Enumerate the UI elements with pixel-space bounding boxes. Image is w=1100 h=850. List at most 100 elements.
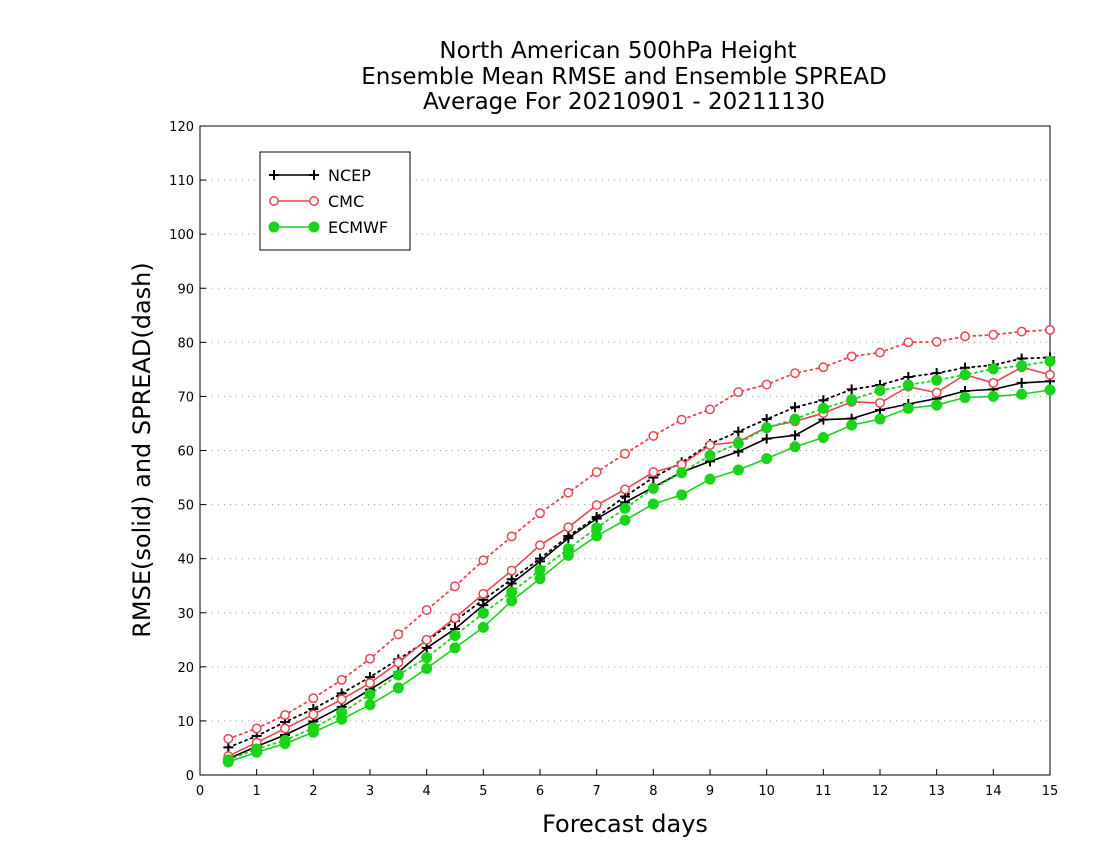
ecmwf-rmse-point [591,530,603,542]
cmc-spread-point [280,710,290,720]
ecmwf-rmse-point [931,399,943,411]
ecmwf-rmse-point [676,489,688,501]
x-tick-label: 7 [593,784,601,799]
cmc-rmse-point [421,634,432,645]
ncep-rmse-point [563,533,574,544]
cmc-rmse-point [875,397,885,408]
ecmwf-spread-point [1044,355,1056,367]
cmc-rmse-point [988,377,999,388]
cmc-spread-point [846,351,857,362]
cmc-rmse-point [705,440,715,451]
legend: NCEP CMC ECMWF [259,151,411,251]
ecmwf-rmse-point [732,464,744,476]
x-tick-label: 2 [309,784,317,799]
ecmwf-rmse-point [1044,384,1056,396]
series-group [222,324,1056,768]
ecmwf-rmse-point [789,441,801,453]
ecmwf-rmse-point [534,573,546,585]
cmc-spread-point [761,379,772,390]
ncep-spread-point [223,742,234,753]
cmc-spread-point [676,414,687,425]
ecmwf-spread-point [392,669,404,681]
x-tick-label: 3 [366,784,374,799]
x-tick-label: 12 [872,784,889,799]
x-tick-label: 9 [706,784,714,799]
legend-marker-cmc [269,196,279,206]
y-tick-label: 70 [177,390,194,405]
ecmwf-rmse-point [421,662,433,674]
ecmwf-spread-point [761,422,773,434]
ecmwf-rmse-point [307,726,319,738]
ncep-spread-line [227,356,1051,749]
cmc-spread-point [506,531,517,542]
cmc-spread-point [365,653,375,664]
ecmwf-rmse-point [392,682,404,694]
ecmwf-rmse-point [874,413,886,425]
cmc-rmse-point [535,540,545,551]
ecmwf-rmse-point [704,473,716,485]
y-tick-label: 60 [177,445,194,460]
cmc-spread-point [535,508,545,519]
cmc-spread-point [875,347,885,358]
ecmwf-rmse-point [222,756,234,768]
cmc-spread-point [1016,326,1027,337]
x-tick-label: 15 [1042,784,1059,799]
cmc-spread-point [308,693,319,704]
ecmwf-rmse-line [228,389,1051,763]
ncep-rmse-line [228,380,1051,760]
x-tick-label: 0 [196,784,204,799]
cmc-spread-point [563,487,574,498]
y-tick-label: 100 [169,228,194,243]
y-tick-label: 0 [186,769,194,784]
x-tick-label: 6 [536,784,544,799]
ecmwf-spread-point [619,502,631,514]
ecmwf-rmse-point [987,390,999,402]
x-tick-label: 5 [479,784,487,799]
x-axis-label: Forecast days [542,810,708,838]
cmc-rmse-point [336,694,347,705]
ecmwf-spread-point [421,652,433,664]
cmc-spread-point [931,336,942,347]
cmc-spread-point [1045,324,1055,335]
y-tick-label: 120 [169,120,194,135]
ecmwf-spread-point [874,384,886,396]
cmc-spread-point [733,387,744,398]
ncep-rmse-point [761,433,772,444]
ecmwf-spread-point [449,629,461,641]
cmc-spread-point [393,629,404,640]
cmc-spread-point [450,581,460,592]
series-cmc [223,324,1055,762]
ecmwf-spread-point [732,437,744,449]
cmc-spread-point [620,448,630,459]
ecmwf-spread-point [647,482,659,494]
ecmwf-rmse-point [846,419,858,431]
ecmwf-rmse-point [364,699,376,711]
legend-label-cmc: CMC [328,192,364,211]
x-tick-label: 11 [815,784,832,799]
ecmwf-rmse-point [449,642,461,654]
cmc-rmse-point [478,588,489,599]
y-tick-label: 90 [177,282,194,297]
ecmwf-rmse-point [647,498,659,510]
chart-title-line-1: North American 500hPa Height [439,38,796,64]
ecmwf-spread-point [902,379,914,391]
cmc-spread-point [478,555,489,566]
ecmwf-rmse-point [562,549,574,561]
cmc-spread-point [591,467,602,478]
ecmwf-spread-point [704,449,716,461]
ecmwf-rmse-point [1016,388,1028,400]
ecmwf-spread-point [817,402,829,414]
y-tick-label: 30 [177,607,194,622]
y-axis-label: RMSE(solid) and SPREAD(dash) [128,262,156,638]
ecmwf-rmse-point [336,713,348,725]
x-tick-label: 1 [253,784,261,799]
x-tick-label: 4 [423,784,431,799]
legend-item-ncep: NCEP [269,166,371,185]
legend-marker-ncep [309,170,319,180]
cmc-spread-point [790,368,800,379]
legend-item-ecmwf: ECMWF [268,218,388,237]
y-tick-label: 50 [177,499,194,514]
cmc-rmse-line [227,366,1051,757]
cmc-spread-point [705,404,715,415]
ecmwf-spread-point [1016,360,1028,372]
